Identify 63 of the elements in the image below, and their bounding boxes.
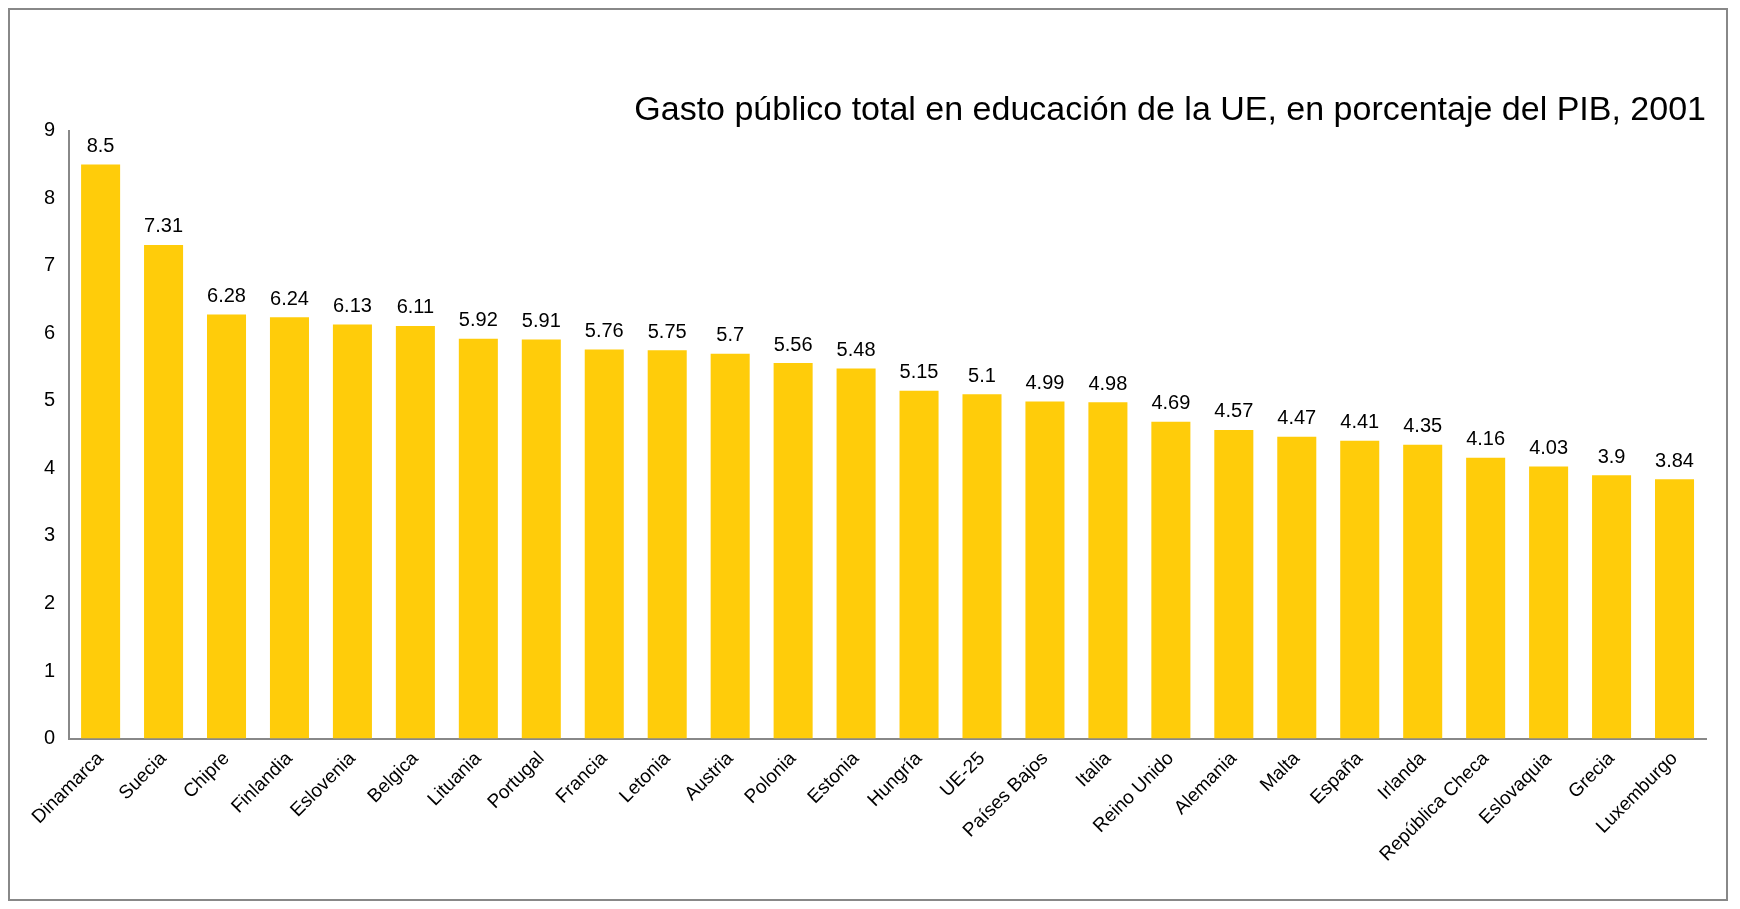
data-label: 8.5 [86,134,115,157]
bar [1214,429,1254,739]
data-label: 4.57 [1214,399,1254,422]
y-tick-label: 6 [44,320,56,343]
y-tick-label: 0 [44,726,56,749]
data-label: 4.47 [1277,406,1317,429]
data-label: 6.24 [270,286,309,309]
data-label: 4.98 [1088,371,1128,394]
data-label: 5.1 [968,363,996,386]
data-label: 4.35 [1403,414,1443,437]
y-tick-label: 3 [44,523,56,546]
data-label: 5.7 [716,323,745,346]
bar [1466,457,1506,739]
data-label: 3.9 [1597,444,1626,467]
data-label: 5.15 [899,360,939,383]
bar [836,368,876,739]
bar [899,390,939,739]
data-label: 5.48 [836,338,876,361]
bar [1529,466,1569,739]
bar [395,325,435,739]
data-label: 4.16 [1466,427,1506,450]
data-label: 4.03 [1529,435,1569,458]
data-label: 4.99 [1025,371,1065,394]
bar [332,324,372,739]
bar [710,353,750,739]
y-tick-label: 7 [44,253,56,276]
bar [1277,436,1317,739]
data-label: 5.56 [773,332,813,355]
bar [1340,440,1380,739]
bar [773,363,813,739]
data-label: 6.11 [396,295,435,318]
bar [647,350,687,739]
y-tick-label: 4 [44,455,56,478]
data-label: 4.41 [1340,410,1380,433]
y-tick-label: 8 [44,185,56,208]
bar [962,394,1002,739]
y-tick-label: 2 [44,591,56,614]
bar [584,349,624,739]
bar [521,339,561,739]
data-label: 6.28 [207,283,246,306]
bar [1025,401,1065,739]
y-tick-label: 5 [44,388,56,411]
bar [144,244,184,739]
bar [1592,475,1632,739]
data-label: 6.13 [332,294,372,317]
bar [1151,421,1191,739]
bar [81,164,121,739]
bar [1403,444,1443,739]
bar [1655,479,1695,739]
data-label: 4.69 [1151,391,1191,414]
bar [269,317,309,739]
bar [207,314,247,739]
data-label: 7.31 [144,214,184,237]
data-label: 5.76 [584,319,624,342]
data-label: 5.91 [521,308,561,331]
chart-title: Gasto público total en educación de la UE, en porcentaje del PIB, 2001 [634,88,1706,127]
data-label: 3.84 [1655,448,1694,471]
bar [458,338,498,739]
y-tick-label: 9 [44,118,56,141]
y-tick-label: 1 [44,658,56,681]
bar [1088,402,1128,739]
data-label: 5.75 [647,319,687,342]
data-label: 5.92 [458,308,498,331]
